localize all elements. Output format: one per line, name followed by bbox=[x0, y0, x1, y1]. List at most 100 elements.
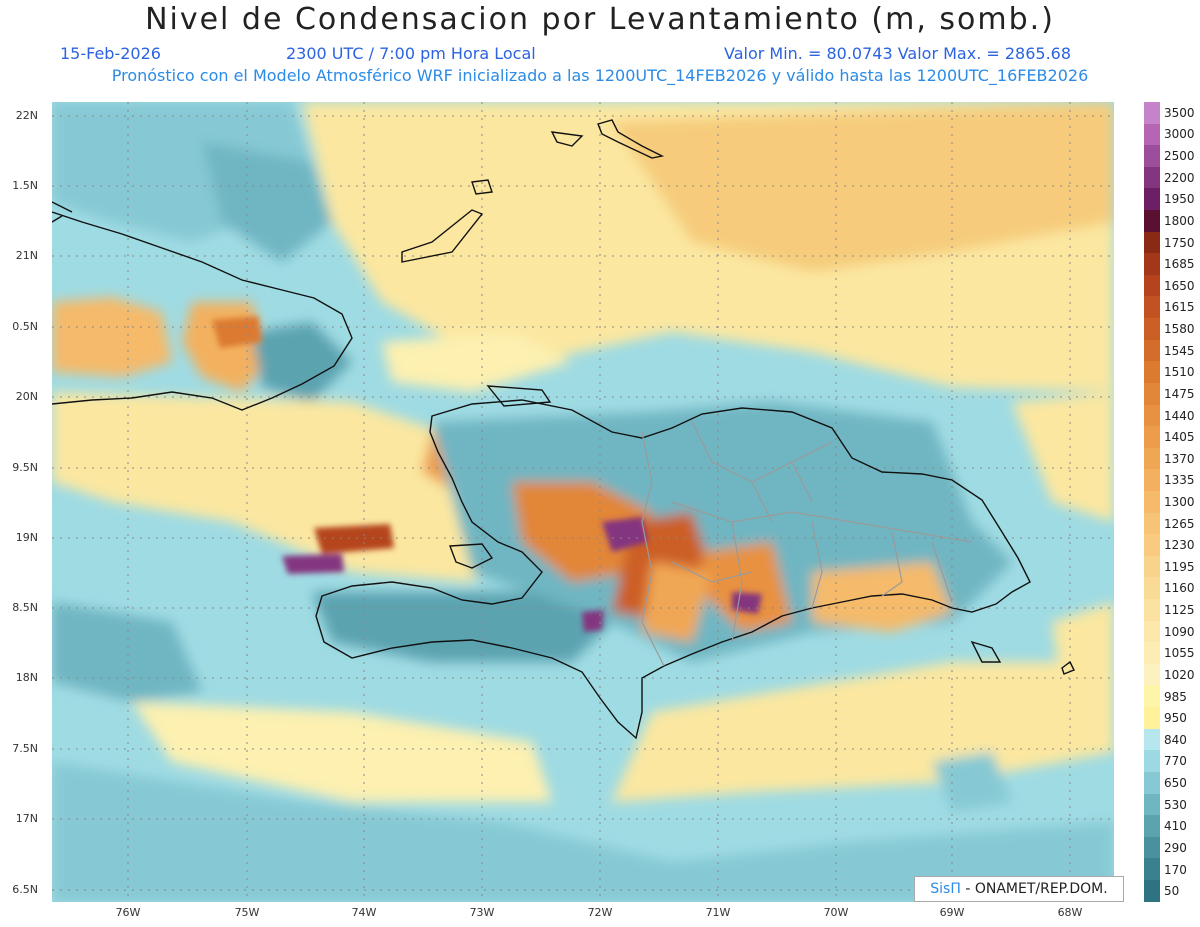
colorbar-swatch bbox=[1144, 318, 1160, 340]
colorbar-swatch bbox=[1144, 663, 1160, 686]
lon-label-76w: 76W bbox=[115, 906, 141, 919]
colorbar-swatch bbox=[1144, 728, 1160, 751]
colorbar-label: 650 bbox=[1164, 776, 1187, 791]
colorbar-swatch bbox=[1144, 577, 1160, 600]
province-boundaries bbox=[641, 421, 973, 667]
colorbar-label: 1475 bbox=[1164, 386, 1195, 401]
lat-label-20n: 20N bbox=[15, 390, 38, 403]
lat-label-18n: 18N bbox=[15, 671, 38, 684]
colorbar-label: 1615 bbox=[1164, 300, 1195, 315]
colorbar-label: 1055 bbox=[1164, 646, 1195, 661]
lat-label-16-5n: 6.5N bbox=[12, 883, 38, 896]
colorbar-swatch bbox=[1144, 382, 1160, 405]
map-panel bbox=[52, 102, 1114, 902]
colorbar-swatch bbox=[1144, 879, 1160, 902]
colorbar-label: 1160 bbox=[1164, 581, 1195, 596]
colorbar-label: 1510 bbox=[1164, 365, 1195, 380]
graticule bbox=[52, 102, 1114, 902]
colorbar-swatch bbox=[1144, 512, 1160, 535]
colorbar-swatch bbox=[1144, 404, 1160, 427]
lat-label-18-5n: 8.5N bbox=[12, 601, 38, 614]
coastlines bbox=[52, 119, 1075, 740]
lat-label-21-5n: 1.5N bbox=[12, 179, 38, 192]
colorbar-label: 1020 bbox=[1164, 667, 1195, 682]
cuba-coast bbox=[52, 211, 353, 411]
lat-label-17n: 17N bbox=[15, 812, 38, 825]
colorbar-label: 1265 bbox=[1164, 516, 1195, 531]
colorbar-label: 985 bbox=[1164, 689, 1187, 704]
colorbar-swatch bbox=[1144, 620, 1160, 643]
colorbar-label: 2200 bbox=[1164, 170, 1195, 185]
map-title: Nivel de Condensacion por Levantamiento … bbox=[145, 2, 1055, 37]
colorbar-label: 1300 bbox=[1164, 495, 1195, 509]
colorbar-swatch bbox=[1144, 426, 1160, 448]
colorbar-label: 1195 bbox=[1164, 559, 1195, 574]
colorbar-label: 1580 bbox=[1164, 322, 1195, 337]
model-description: Pronóstico con el Modelo Atmosférico WRF… bbox=[111, 66, 1089, 85]
colorbar-swatch bbox=[1144, 490, 1160, 513]
colorbar-swatch bbox=[1144, 188, 1160, 211]
gonave-island bbox=[449, 543, 494, 569]
colorbar-label: 1370 bbox=[1164, 451, 1195, 466]
colorbar-swatch bbox=[1144, 253, 1160, 275]
colorbar-label: 1090 bbox=[1164, 624, 1195, 639]
colorbar-swatch bbox=[1144, 771, 1160, 794]
colorbar-label: 3000 bbox=[1164, 127, 1195, 142]
lon-label-70w: 70W bbox=[823, 906, 849, 919]
colorbar-swatch bbox=[1144, 123, 1160, 146]
colorbar-swatch bbox=[1144, 296, 1160, 319]
colorbar-swatch bbox=[1144, 231, 1160, 254]
colorbar-label: 1440 bbox=[1164, 408, 1195, 423]
colorbar-label: 1405 bbox=[1164, 430, 1195, 445]
colorbar-label: 950 bbox=[1164, 711, 1187, 726]
tortuga-island bbox=[486, 385, 552, 407]
colorbar-swatch bbox=[1144, 642, 1160, 664]
colorbar-label: 770 bbox=[1164, 754, 1187, 769]
colorbar-label: 840 bbox=[1164, 732, 1187, 747]
colorbar-swatch bbox=[1144, 210, 1160, 232]
lon-label-73w: 73W bbox=[469, 906, 495, 919]
colorbar-swatch bbox=[1144, 750, 1160, 772]
lon-label-75w: 75W bbox=[234, 906, 260, 919]
lat-label-19-5n: 9.5N bbox=[12, 461, 38, 474]
inagua-island bbox=[401, 209, 484, 263]
colorbar-swatch bbox=[1144, 685, 1160, 708]
colorbar-label: 1650 bbox=[1164, 278, 1195, 293]
high-value-cores bbox=[212, 316, 762, 632]
colorbar-swatch bbox=[1144, 102, 1160, 124]
colorbar-swatch bbox=[1144, 469, 1160, 491]
colorbar-swatch bbox=[1144, 599, 1160, 621]
map-canvas bbox=[52, 102, 1114, 902]
colorbar-label: 1545 bbox=[1164, 343, 1195, 358]
colorbar-swatch bbox=[1144, 361, 1160, 383]
lat-label-21n: 21N bbox=[15, 249, 38, 262]
forecast-time: 2300 UTC / 7:00 pm Hora Local bbox=[286, 44, 536, 63]
colorbar-swatch bbox=[1144, 858, 1160, 880]
lon-label-69w: 69W bbox=[939, 906, 965, 919]
colorbar-swatch bbox=[1144, 145, 1160, 167]
min-max-values: Valor Min. = 80.0743 Valor Max. = 2865.6… bbox=[724, 44, 1072, 63]
colorbar-label: 1125 bbox=[1164, 603, 1195, 618]
colorbar-swatch bbox=[1144, 793, 1160, 816]
colorbar-label: 410 bbox=[1164, 819, 1187, 834]
colorbar-swatch bbox=[1144, 274, 1160, 297]
colorbar-swatch bbox=[1144, 339, 1160, 362]
sispi-mark: SisΠ bbox=[930, 881, 961, 897]
lat-label-17-5n: 7.5N bbox=[12, 742, 38, 755]
colorbar-label: 170 bbox=[1164, 862, 1187, 877]
colorbar-label: 1950 bbox=[1164, 192, 1195, 207]
hispaniola-coast bbox=[315, 399, 1031, 740]
logo-text: - ONAMET/REP.DOM. bbox=[960, 881, 1108, 897]
lat-label-19n: 19N bbox=[15, 531, 38, 544]
colorbar-swatch bbox=[1144, 534, 1160, 556]
lon-label-71w: 71W bbox=[705, 906, 731, 919]
colorbar-label: 3500 bbox=[1164, 105, 1195, 120]
lon-label-72w: 72W bbox=[587, 906, 613, 919]
colorbar-label: 290 bbox=[1164, 840, 1187, 855]
colorbar-label: 1750 bbox=[1164, 235, 1195, 250]
colorbar-swatch bbox=[1144, 447, 1160, 470]
colorbar-label: 1685 bbox=[1164, 257, 1195, 272]
forecast-date: 15-Feb-2026 bbox=[60, 44, 161, 63]
colorbar-label: 530 bbox=[1164, 797, 1187, 812]
colorbar-swatch bbox=[1144, 166, 1160, 189]
